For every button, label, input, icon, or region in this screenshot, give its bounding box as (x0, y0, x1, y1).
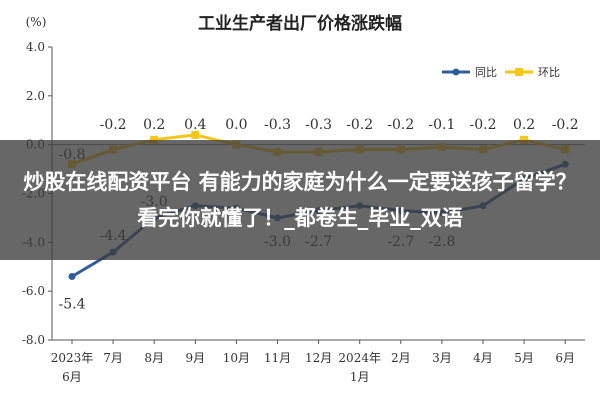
legend-swatch-marker (515, 68, 523, 76)
point-mom (191, 130, 200, 139)
axes: 4.02.00.0-2.0-4.0-6.0-8.02023年6月7月8月9月10… (22, 40, 585, 384)
y-tick-label: -6.0 (22, 284, 45, 298)
x-tick-label: 4月 (473, 351, 493, 365)
x-tick-label: 1月 (350, 370, 370, 384)
legend-label: 环比 (538, 66, 560, 79)
data-label: -5.4 (59, 297, 86, 313)
headline-text: 炒股在线配资平台 有能力的家庭为什么一定要送孩子留学？看完你就懂了！_都卷生_毕… (23, 170, 577, 230)
data-label: -0.1 (428, 117, 455, 133)
legend-label: 同比 (475, 66, 497, 79)
y-tick-label: -8.0 (22, 333, 45, 347)
legend: 同比 环比 (442, 66, 560, 79)
x-tick-label: 8月 (144, 351, 164, 365)
x-tick-label: 2023年 (51, 351, 94, 365)
data-label: -0.3 (305, 117, 332, 133)
x-tick-label: 12月 (305, 351, 332, 365)
x-tick-label: 5月 (514, 351, 534, 365)
x-tick-label: 9月 (185, 351, 205, 365)
point-yoy (68, 273, 76, 281)
x-tick-label: 7月 (103, 351, 123, 365)
x-tick-label: 6月 (62, 370, 82, 384)
data-label: 0.2 (513, 117, 535, 133)
x-tick-label: 2月 (391, 351, 411, 365)
data-label: -0.2 (100, 117, 127, 133)
x-tick-label: 3月 (432, 351, 452, 365)
data-label: 0.4 (184, 117, 206, 133)
point-mom (150, 135, 159, 144)
data-label: 0.2 (143, 117, 165, 133)
y-axis-unit: (%) (26, 15, 47, 29)
y-tick-label: 2.0 (26, 89, 45, 103)
data-label: 0.0 (225, 117, 247, 133)
x-tick-label: 11月 (264, 351, 291, 365)
data-label: -0.2 (346, 117, 373, 133)
legend-swatch-marker (452, 68, 460, 76)
headline-overlay: 炒股在线配资平台 有能力的家庭为什么一定要送孩子留学？看完你就懂了！_都卷生_毕… (0, 140, 600, 260)
data-label: -0.3 (264, 117, 291, 133)
y-tick-label: 4.0 (26, 40, 45, 54)
chart-title: 工业生产者出厂价格涨跌幅 (198, 13, 402, 34)
point-mom (520, 135, 529, 144)
data-label: -0.2 (552, 117, 579, 133)
x-tick-label: 6月 (555, 351, 575, 365)
x-tick-label: 10月 (223, 351, 250, 365)
x-tick-label: 2024年 (338, 351, 381, 365)
data-label: -0.2 (470, 117, 497, 133)
data-label: -0.2 (387, 117, 414, 133)
